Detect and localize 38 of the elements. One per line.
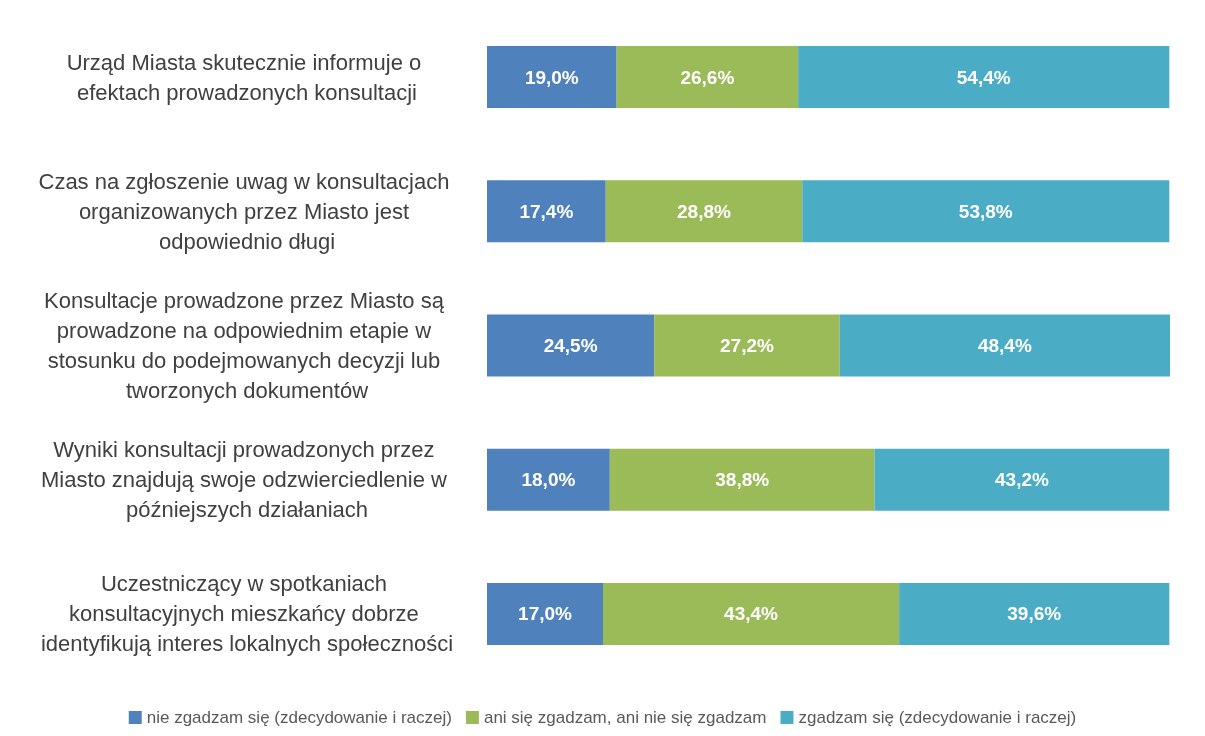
data-label: 48,4% xyxy=(977,335,1032,356)
data-label: 26,6% xyxy=(680,66,735,88)
legend-label: zgadzam się (zdecydowanie i raczej) xyxy=(798,708,1077,727)
bar xyxy=(798,46,1170,109)
data-label: 24,5% xyxy=(543,335,598,356)
data-label: 19,0% xyxy=(524,66,579,88)
data-label: 28,8% xyxy=(677,200,732,222)
bar xyxy=(487,448,610,511)
bar xyxy=(487,180,606,243)
bar xyxy=(839,314,1170,377)
bar xyxy=(654,314,840,377)
bar xyxy=(609,448,875,511)
bar xyxy=(487,582,603,645)
bar xyxy=(605,180,803,243)
bar xyxy=(616,46,799,109)
y-tick-label: Urząd Miasta skutecznie informuje o efektach prowadzonych konsultacji xyxy=(66,49,428,105)
data-label: 39,6% xyxy=(1007,603,1062,625)
data-label: 17,0% xyxy=(518,603,573,625)
data-label: 43,2% xyxy=(995,469,1049,491)
data-label: 18,0% xyxy=(521,469,576,491)
y-tick-label: Wyniki konsultacji prowadzonych przez Miasto znajdują swoje odzwierciedlenie w późniejszych działaniach xyxy=(40,437,454,523)
legend-label: nie zgadzam się (zdecydowanie i raczej) xyxy=(146,708,452,727)
data-label: 53,8% xyxy=(958,200,1013,222)
y-tick-label: Uczestniczący w spotkaniach konsultacyjnych mieszkańcy dobrze identyfikują interes lokalnych społeczności xyxy=(40,571,454,657)
y-tick-label: Konsultacje prowadzone przez Miasto są prowadzone na odpowiednim etapie w stosunku do podejmowanych decyzji lub tworzonych dokumentów xyxy=(44,288,450,403)
legend-label: ani się zgadzam, ani nie się zgadzam xyxy=(483,708,767,727)
data-label: 27,2% xyxy=(720,335,775,356)
data-label: 17,4% xyxy=(519,200,574,222)
data-label: 54,4% xyxy=(956,66,1011,88)
bar xyxy=(874,448,1170,511)
bar xyxy=(899,582,1170,645)
y-tick-label: Czas na zgłoszenie uwag w konsultacjach organizowanych przez Miasto jest odpowiednio długi xyxy=(38,168,456,254)
data-label: 38,8% xyxy=(715,469,770,491)
bar xyxy=(602,582,900,645)
bar xyxy=(487,314,655,377)
data-label: 43,4% xyxy=(724,603,779,625)
bar xyxy=(802,180,1170,243)
bar xyxy=(487,46,617,109)
